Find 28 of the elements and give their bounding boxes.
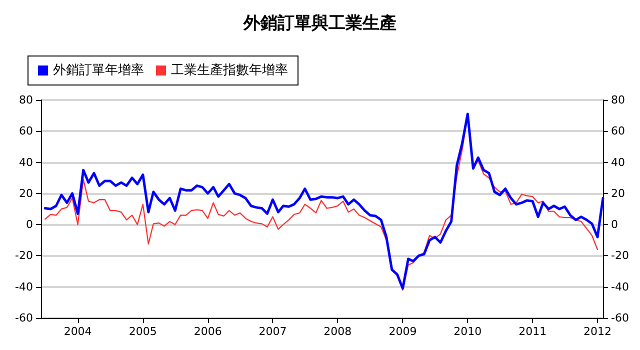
y2-tick-label: -40	[611, 280, 629, 294]
y-tick-label: 80	[19, 94, 33, 106]
legend-label: 外銷訂單年增率	[53, 62, 144, 78]
y-tick-label: -20	[15, 249, 33, 262]
x-tick-label: 2007	[258, 325, 287, 338]
x-tick-label: 2011	[518, 325, 547, 338]
y-tick-label: -60	[15, 312, 33, 324]
x-tick-label: 2006	[194, 325, 222, 338]
y2-tick-label: -60	[611, 312, 629, 324]
y-tick-label: -40	[15, 280, 33, 294]
x-tick-label: 2012	[583, 325, 612, 338]
x-tick-label: 2010	[454, 325, 482, 338]
legend-label: 工業生產指數年增率	[171, 62, 288, 78]
x-tick-label: 2009	[388, 325, 417, 338]
y2-tick-label: -20	[611, 249, 629, 262]
y2-tick-label: 80	[611, 94, 625, 106]
x-tick-label: 2008	[324, 325, 352, 338]
y2-tick-label: 20	[611, 186, 625, 200]
y-tick-label: 40	[19, 156, 33, 169]
x-tick-label: 2004	[64, 325, 92, 338]
x-tick-label: 2005	[128, 325, 157, 338]
y2-tick-label: 60	[611, 124, 625, 138]
y-tick-label: 20	[19, 186, 33, 200]
y2-tick-label: 0	[611, 218, 618, 232]
y-tick-label: 60	[19, 124, 33, 138]
chart-title: 外銷訂單與工業生產	[242, 14, 396, 34]
y2-tick-label: 40	[611, 156, 625, 169]
y-tick-label: 0	[26, 218, 33, 232]
